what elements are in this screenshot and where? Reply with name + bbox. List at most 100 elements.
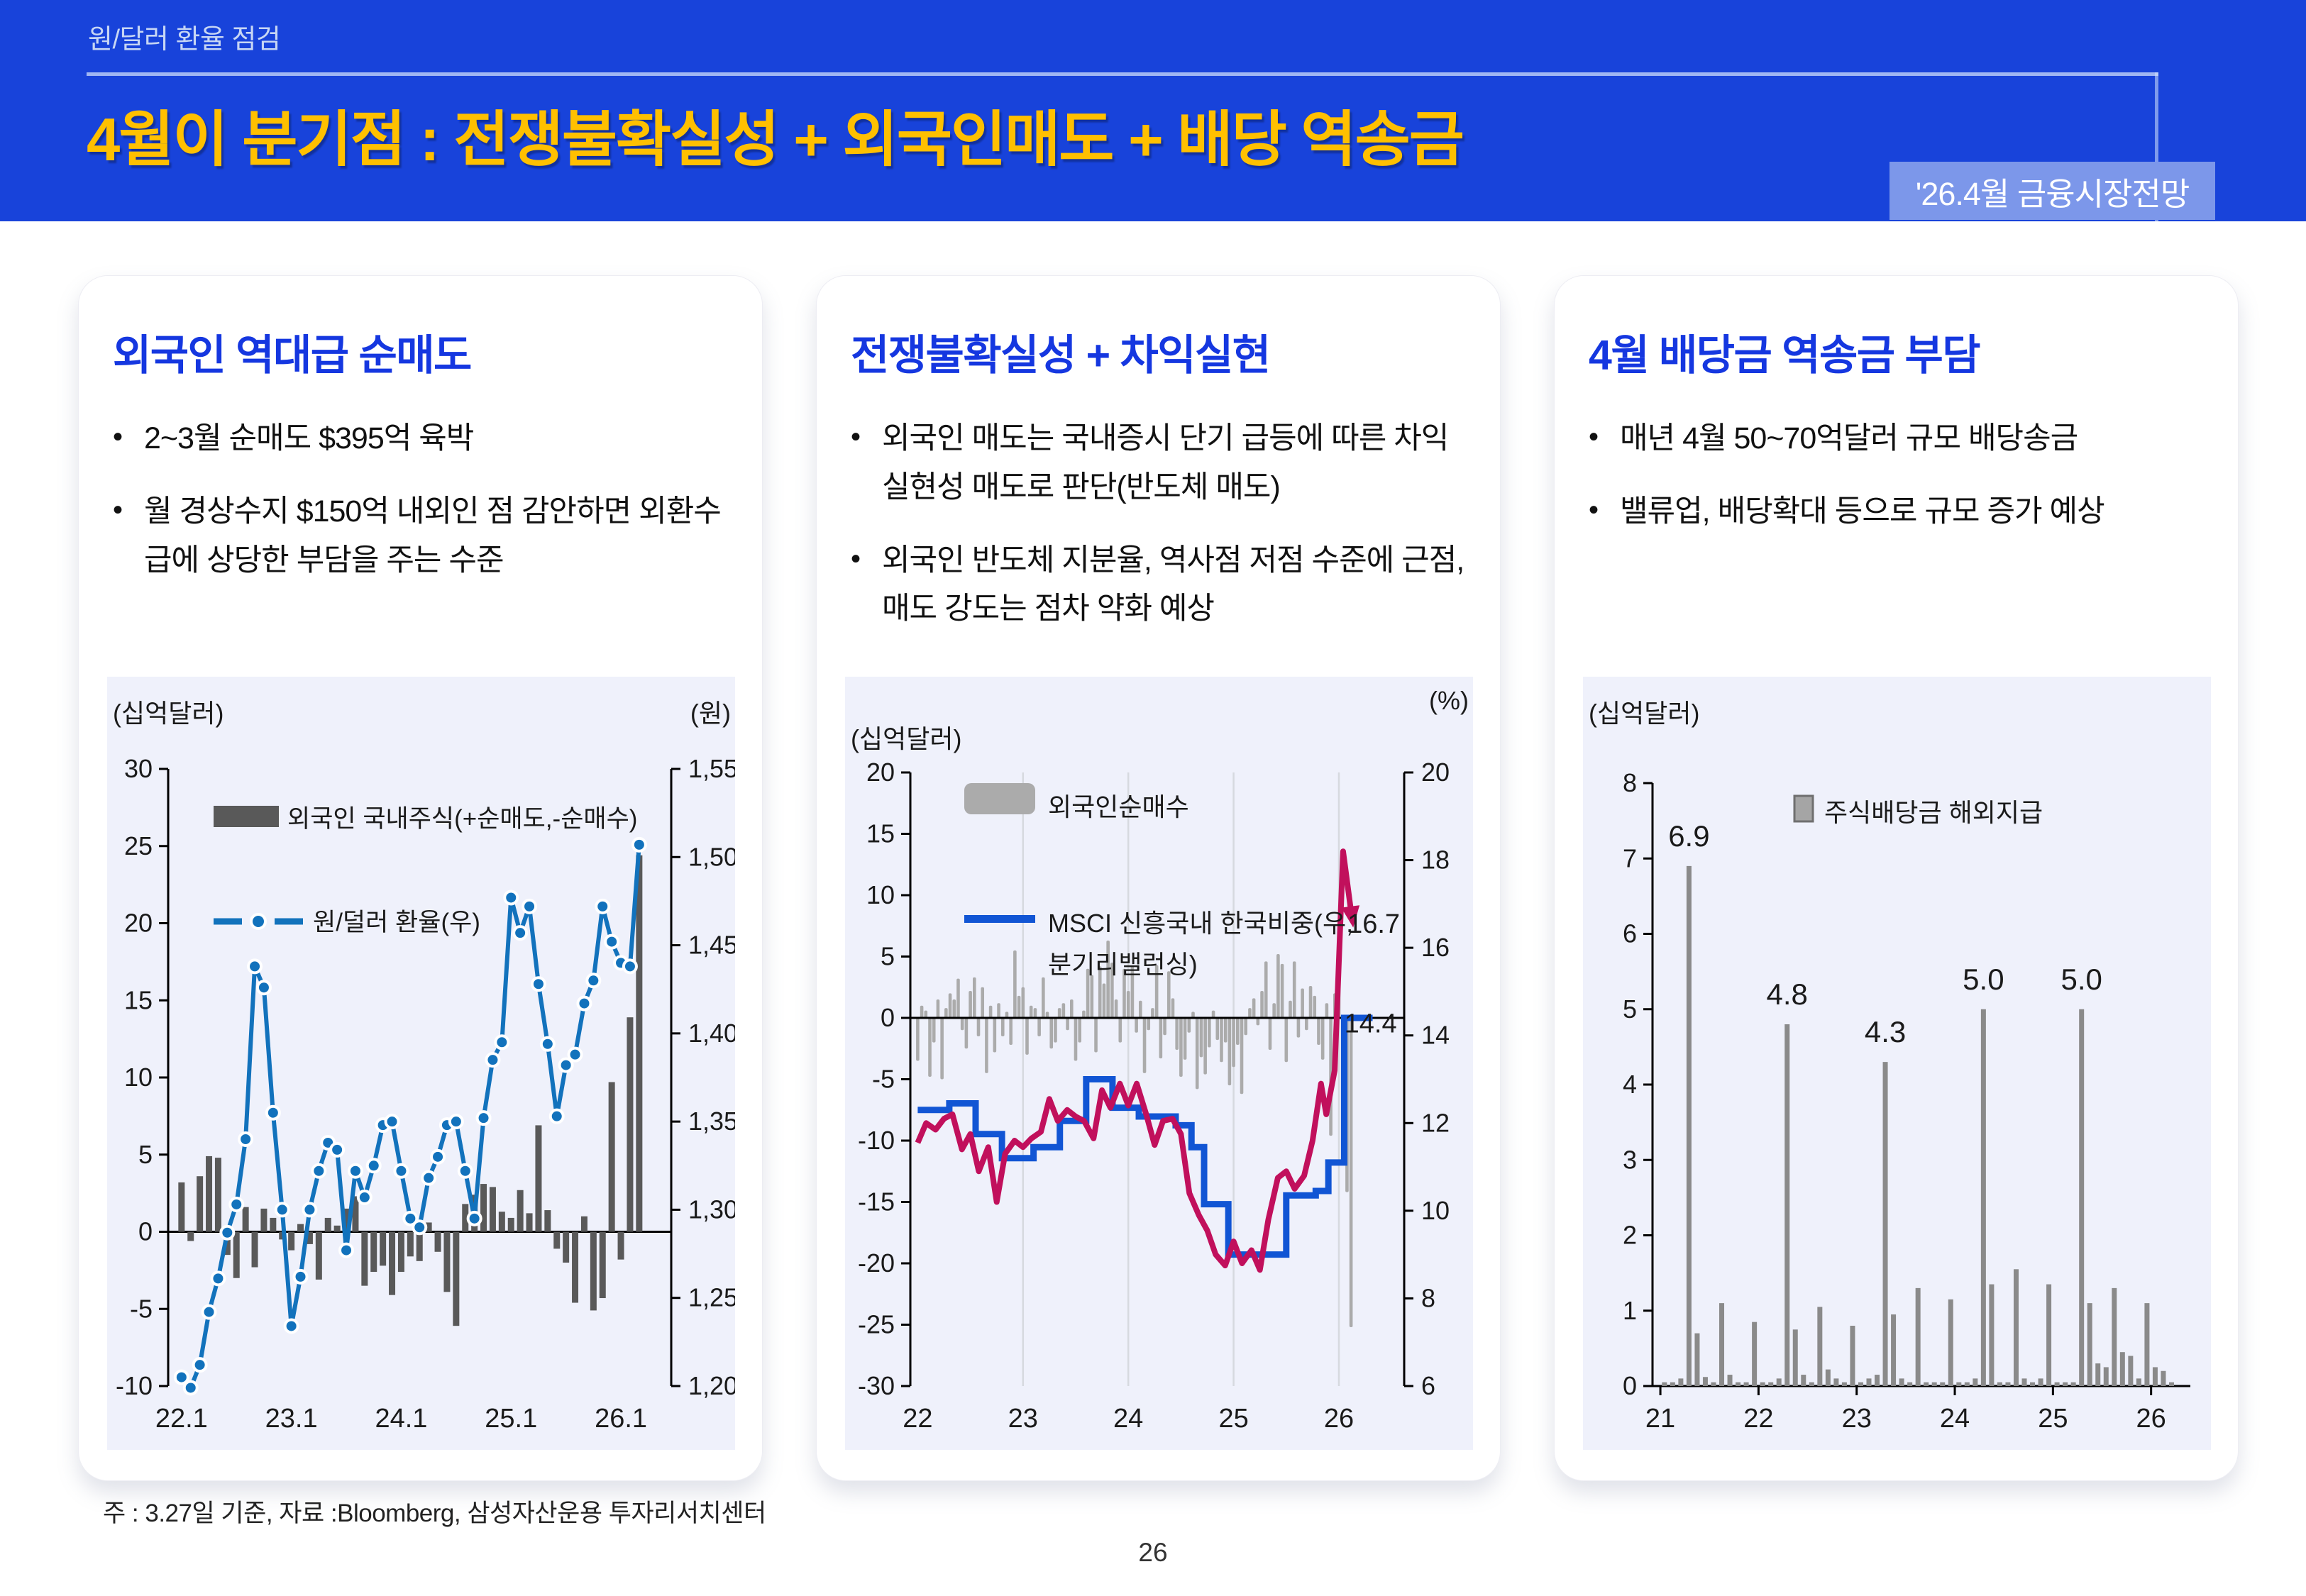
svg-text:12: 12 — [1421, 1108, 1450, 1137]
bullet-icon: • — [851, 421, 861, 453]
bullet-item: • 외국인 반도체 지분율, 역사점 저점 수준에 근점, 매도 강도는 점차 약… — [851, 536, 1472, 634]
svg-text:2: 2 — [1623, 1221, 1637, 1250]
svg-text:4.8: 4.8 — [1767, 977, 1808, 1011]
bullet-icon: • — [1589, 494, 1599, 526]
svg-text:(십억달러): (십억달러) — [113, 699, 224, 728]
chart-foreign-netbuy-msci: (십억달러) (%) 20 15 10 5 0 -5 -10 -15 -20 -25 -30 20 18 16… — [845, 677, 1473, 1450]
svg-text:1,400: 1,400 — [688, 1019, 735, 1048]
svg-text:25: 25 — [2038, 1404, 2068, 1434]
bullet-item: • 외국인 매도는 국내증시 단기 급등에 따른 차익실현성 매도로 판단(반도체… — [851, 414, 1472, 512]
svg-text:외국인순매수: 외국인순매수 — [1048, 792, 1189, 821]
card-title: 4월 배당금 역송금 부담 — [1589, 332, 1981, 379]
card-dividend-remittance: 4월 배당금 역송금 부담 • 매년 4월 50~70억달러 규모 배당송금 • 밸… — [1554, 275, 2239, 1481]
source-note: 주 : 3.27일 기준, 자료 :Bloomberg, 삼성자산운용 투자리서… — [103, 1500, 766, 1527]
card-title: 전쟁불확실성 + 차익실현 — [851, 332, 1271, 379]
svg-text:5.0: 5.0 — [2061, 963, 2102, 996]
svg-text:원/덜러 환율(우): 원/덜러 환율(우) — [313, 909, 480, 936]
svg-text:(원): (원) — [690, 699, 731, 728]
svg-text:16.7: 16.7 — [1347, 909, 1400, 939]
svg-text:23: 23 — [1008, 1404, 1038, 1434]
svg-text:1,250: 1,250 — [688, 1283, 735, 1312]
svg-text:16: 16 — [1421, 933, 1450, 962]
svg-text:-15: -15 — [858, 1187, 895, 1217]
svg-text:25: 25 — [1218, 1404, 1248, 1434]
header-divider — [87, 72, 2158, 76]
content-columns: 외국인 역대급 순매도 • 2~3월 순매도 $395억 육박 • 월 경상수지 $… — [78, 275, 2239, 1481]
bullet-icon: • — [113, 494, 123, 526]
svg-text:5: 5 — [138, 1140, 153, 1169]
svg-text:5.0: 5.0 — [1963, 963, 2004, 996]
bullet-item: • 밸류업, 배당확대 등으로 규모 증가 예상 — [1589, 487, 2210, 536]
bullet-icon: • — [1589, 421, 1599, 453]
report-badge: '26.4월 금융시장전망 — [1890, 162, 2215, 220]
svg-text:26: 26 — [2136, 1404, 2166, 1434]
header-divider-vertical — [2155, 72, 2158, 221]
svg-text:20: 20 — [866, 758, 895, 787]
svg-text:(%): (%) — [1429, 686, 1469, 715]
svg-text:15: 15 — [124, 985, 153, 1014]
svg-text:1: 1 — [1623, 1296, 1637, 1325]
svg-text:21: 21 — [1645, 1404, 1675, 1434]
svg-text:1,300: 1,300 — [688, 1195, 735, 1224]
svg-text:7: 7 — [1623, 843, 1637, 872]
svg-text:8: 8 — [1421, 1283, 1435, 1312]
svg-text:6: 6 — [1623, 919, 1637, 948]
svg-text:26.1: 26.1 — [595, 1404, 647, 1434]
svg-text:30: 30 — [124, 754, 153, 783]
breadcrumb: 원/달러 환율 점검 — [88, 25, 281, 55]
svg-text:24.1: 24.1 — [375, 1404, 427, 1434]
svg-text:(십억달러): (십억달러) — [851, 724, 961, 753]
svg-text:1,200: 1,200 — [688, 1371, 735, 1400]
svg-text:1,450: 1,450 — [688, 931, 735, 960]
card-foreign-net-selling: 외국인 역대급 순매도 • 2~3월 순매도 $395억 육박 • 월 경상수지 $… — [78, 275, 763, 1481]
svg-text:6: 6 — [1421, 1371, 1435, 1400]
slide-header: 원/달러 환율 점검 4월이 분기점 : 전쟁불확실성 + 외국인매도 + 배당… — [0, 0, 2306, 221]
svg-text:1,550: 1,550 — [688, 754, 735, 783]
svg-text:6.9: 6.9 — [1668, 819, 1709, 853]
svg-text:14.4: 14.4 — [1345, 1009, 1397, 1038]
svg-text:25: 25 — [124, 831, 153, 860]
svg-text:15: 15 — [866, 819, 895, 848]
svg-text:26: 26 — [1324, 1404, 1354, 1434]
chart-dividend-payments: (십억달러) 8 7 6 5 4 3 2 1 0 21 22 23 24 25 26 6.9 4.8 4.3 5.0 5… — [1583, 677, 2211, 1450]
svg-text:10: 10 — [866, 880, 895, 909]
svg-text:5: 5 — [1623, 994, 1637, 1024]
bullet-item: • 월 경상수지 $150억 내외인 점 감안하면 외환수급에 상당한 부담을 주… — [113, 487, 734, 585]
svg-text:(십억달러): (십억달러) — [1589, 699, 1699, 728]
page-number: 26 — [1138, 1538, 1168, 1567]
svg-text:1,500: 1,500 — [688, 842, 735, 871]
bullet-icon: • — [851, 543, 861, 575]
svg-text:20: 20 — [1421, 758, 1450, 787]
bullet-icon: • — [113, 421, 123, 453]
bullet-item: • 매년 4월 50~70억달러 규모 배당송금 — [1589, 414, 2210, 463]
svg-text:3: 3 — [1623, 1145, 1637, 1174]
svg-text:0: 0 — [138, 1217, 153, 1246]
svg-text:24: 24 — [1113, 1404, 1143, 1434]
chart-foreign-stock-fx: (십억달러) (원) 30 25 20 15 10 5 0 -5 -10 1,550 1,500 1,45… — [107, 677, 735, 1450]
svg-text:22.1: 22.1 — [155, 1404, 208, 1434]
card-war-uncertainty: 전쟁불확실성 + 차익실현 • 외국인 매도는 국내증시 단기 급등에 따른 차익… — [816, 275, 1501, 1481]
svg-text:24: 24 — [1940, 1404, 1970, 1434]
svg-text:22: 22 — [1743, 1404, 1773, 1434]
svg-text:8: 8 — [1623, 768, 1637, 797]
svg-text:10: 10 — [124, 1063, 153, 1092]
svg-text:25.1: 25.1 — [485, 1404, 537, 1434]
svg-text:22: 22 — [903, 1404, 932, 1434]
svg-text:MSCI 신흥국내 한국비중(우,: MSCI 신흥국내 한국비중(우, — [1048, 909, 1353, 938]
svg-text:14: 14 — [1421, 1021, 1450, 1050]
svg-text:18: 18 — [1421, 846, 1450, 875]
svg-text:23: 23 — [1842, 1404, 1872, 1434]
foreign-netbuy-msci-chart: (십억달러) (%) 20 15 10 5 0 -5 -10 -15 -20 -25 -30 20 18 16… — [851, 686, 1469, 1434]
svg-text:0: 0 — [881, 1003, 895, 1032]
bullet-list: • 외국인 매도는 국내증시 단기 급등에 따른 차익실현성 매도로 판단(반도체… — [851, 414, 1472, 633]
card-title: 외국인 역대급 순매도 — [113, 332, 472, 379]
svg-text:-10: -10 — [116, 1371, 153, 1400]
bullet-list: • 2~3월 순매도 $395억 육박 • 월 경상수지 $150억 내외인 점 감… — [113, 414, 734, 584]
bullet-item: • 2~3월 순매도 $395억 육박 — [113, 414, 734, 463]
svg-text:20: 20 — [124, 909, 153, 938]
svg-text:0: 0 — [1623, 1371, 1637, 1400]
svg-text:주식배당금 해외지급: 주식배당금 해외지급 — [1824, 798, 2043, 827]
svg-text:-30: -30 — [858, 1371, 895, 1400]
svg-text:4: 4 — [1623, 1070, 1637, 1099]
